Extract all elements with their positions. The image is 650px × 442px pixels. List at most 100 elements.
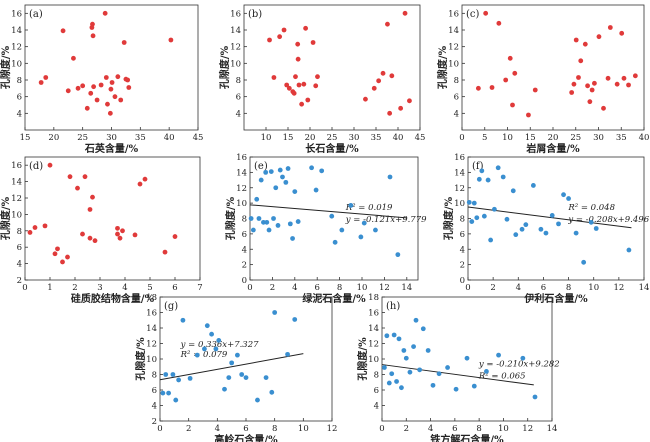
panel-d-data-point [137, 181, 143, 187]
panel-f-data-point [500, 174, 506, 180]
panel-f-data-point [513, 232, 519, 238]
panel-b-ytick-label: 8 [236, 76, 241, 86]
panel-f-data-point [519, 226, 525, 232]
panel-a-ylabel: 孔隙度/% [0, 45, 12, 89]
panel-d-ytick-label: 2 [17, 276, 22, 286]
panel-f-ytick-label: 6 [460, 230, 465, 240]
panel-f-data-point [543, 230, 549, 236]
panel-f-data-point [573, 230, 579, 236]
panel-d-frame [24, 156, 201, 281]
panel-d-data-point [27, 230, 33, 235]
panel-a-data-point [43, 75, 49, 80]
panel-c-data-point [573, 37, 579, 43]
panel-a-data-point [80, 83, 86, 89]
panel-b-data-point [267, 37, 272, 43]
panel-e-ytick-label: 8 [242, 215, 247, 225]
panel-d-xtick-label: 3 [97, 283, 102, 293]
panel-a-data-point [108, 86, 114, 92]
panel-e-data-point [292, 189, 298, 194]
panel-f-data-point [556, 221, 561, 227]
panel-g-ytick-label: 14 [146, 324, 157, 334]
panel-f-data-point [561, 192, 566, 198]
panel-c-data-point [626, 82, 631, 88]
panel-e-ytick-label: 4 [242, 245, 247, 255]
panel-g-data-point [229, 360, 235, 366]
panel-c-ylabel: 孔隙度/% [436, 45, 449, 89]
panel-d-data-point [47, 162, 53, 168]
panel-g-label: (g) [164, 301, 178, 312]
panel-h-data-point [389, 371, 395, 377]
panel-h-data-point [425, 348, 431, 353]
panel-b-data-point [295, 41, 301, 47]
panel-b-data-point [281, 27, 287, 33]
panel-g-r2: R² = 0.079 [180, 350, 228, 360]
panel-b-frame [243, 4, 421, 131]
panel-c-ytick-label: 12 [448, 43, 459, 53]
panel-g-data-point [269, 389, 275, 395]
panel-b-ytick-label: 14 [230, 26, 241, 36]
panel-e-xtick-label: 0 [247, 283, 252, 293]
panel-g-data-point [243, 375, 249, 380]
panel-a-data-point [65, 88, 71, 94]
panel-e-data-point [319, 168, 325, 174]
panel-h-r2: R² = 0.065 [478, 372, 526, 382]
panel-a-ytick-label: 6 [17, 93, 22, 103]
panel-a-data-point [126, 85, 132, 90]
panel-b-ytick-label: 4 [236, 109, 241, 119]
panel-e-data-point [256, 216, 262, 221]
panel-h-data-point [464, 355, 470, 361]
panel-d-data-point [87, 207, 93, 212]
panel-e-xtick-label: 12 [379, 283, 390, 293]
panel-f-data-point [466, 199, 472, 205]
panel-b-data-point [380, 70, 386, 76]
panel-c-label: (c) [466, 9, 480, 20]
panel-e-data-point [283, 179, 289, 185]
panel-a-xtick-label: 20 [48, 133, 59, 143]
panel-c-frame [461, 4, 645, 131]
panel-d-data-point [55, 246, 60, 252]
panel-c-data-point [582, 41, 588, 47]
panel-b-data-point [296, 82, 302, 88]
panel-b-ytick-label: 12 [230, 43, 241, 53]
panel-a-ytick-label: 4 [17, 109, 22, 119]
panel-b-ytick-label: 6 [236, 93, 241, 103]
panel-h-data-point [520, 355, 526, 361]
panel-a-data-point [75, 85, 81, 91]
panel-b-xtick-label: 10 [261, 133, 272, 143]
panel-b-data-point [277, 34, 283, 40]
panel-c-data-point [592, 80, 597, 86]
panel-d-data-point [162, 249, 168, 255]
panel-a-data-point [103, 75, 109, 80]
panel-f-data-point [479, 168, 485, 174]
panel-h-data-point [532, 394, 538, 400]
panel-b-data-point [301, 81, 307, 87]
panel-d-xtick-label: 0 [22, 283, 27, 293]
panel-e-data-point [295, 219, 301, 224]
panel-e-data-point [358, 234, 364, 240]
panel-c-xtick-label: 15 [525, 133, 536, 143]
panel-a-data-point [107, 110, 113, 116]
panel-c-ytick-label: 14 [448, 26, 459, 36]
panel-e-xtick-label: 6 [314, 283, 319, 293]
panel-c-data-point [489, 85, 495, 90]
panel-d-data-point [172, 234, 178, 239]
panel-g-data-point [226, 375, 232, 380]
panel-g-xtick-label: 10 [298, 424, 309, 434]
panel-c-data-point [576, 75, 581, 80]
panel-a-data-point [115, 74, 121, 80]
panel-a-data-point [94, 97, 100, 103]
panel-e-data-point [287, 221, 293, 227]
panel-e-data-point [280, 174, 285, 180]
panel-f-xlabel: 伊利石含量/% [523, 292, 588, 305]
panel-d-xtick-label: 1 [47, 283, 52, 293]
panel-b-data-point [291, 90, 297, 96]
panel-g-data-point [285, 351, 290, 357]
panel-b-xtick-label: 35 [371, 133, 382, 143]
panel-b-ytick-label: 16 [230, 9, 241, 19]
panel-f-ytick-label: 16 [454, 153, 465, 163]
panel-g-xtick-label: 8 [272, 424, 277, 434]
panel-b-ylabel: 孔隙度/% [218, 45, 231, 89]
panel-a-xtick-label: 30 [106, 133, 117, 143]
panel-d-data-point [82, 174, 88, 180]
panel-d-data-point [92, 238, 98, 244]
